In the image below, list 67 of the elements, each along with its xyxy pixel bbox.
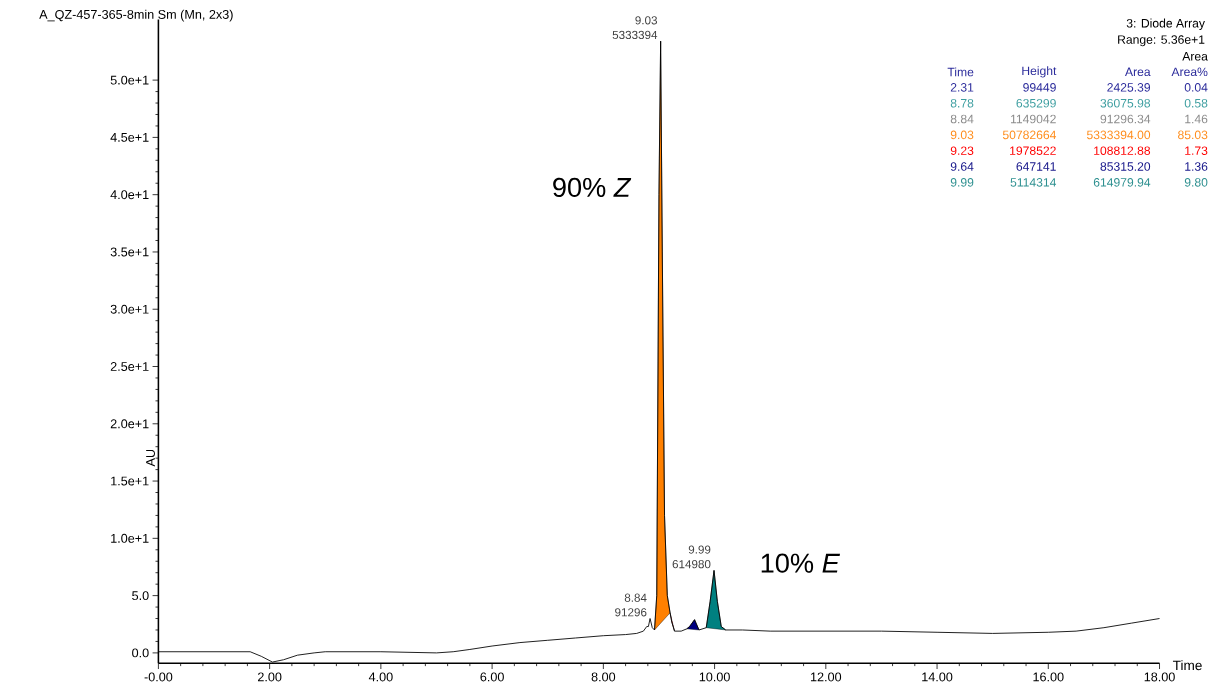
annotation: 1149042: [1010, 114, 1056, 124]
annotation: Area: [1124, 67, 1151, 76]
x-tick-label: 4.00: [368, 672, 393, 682]
annotation: 9.03: [635, 16, 658, 25]
annotation: Time: [947, 67, 974, 77]
annotation: 1978522: [1010, 146, 1056, 155]
annotation: 635299: [1016, 98, 1056, 108]
annotation: Height: [1022, 65, 1057, 78]
y-tick-label: 1.5e+1: [111, 476, 149, 486]
y-tick-label: 4.5e+1: [110, 132, 149, 142]
annotation: 9.99: [950, 177, 974, 187]
x-tick-label: 12.00: [810, 672, 842, 682]
annotation: 9.23: [950, 146, 974, 155]
annotation: Range: 5.36e+1: [1118, 35, 1205, 47]
y-axis-title: AU: [146, 449, 155, 467]
annotation: 8.84: [624, 593, 647, 602]
x-tick-label: 2.00: [257, 672, 282, 682]
chart-title: A_QZ-457-365-8min Sm (Mn, 2x3): [39, 9, 233, 22]
annotation: 91296.34: [1100, 114, 1151, 124]
annotation: 90% Z: [553, 177, 632, 197]
y-tick-label: 5.0: [132, 590, 149, 600]
text: Area%: [1171, 67, 1208, 76]
text: 1.46: [1185, 114, 1208, 124]
annotation: 5333394: [612, 30, 658, 39]
annotation: 2.31: [950, 82, 974, 92]
x-tick-label: 10.00: [699, 672, 730, 682]
annotation: 10% E: [761, 553, 841, 573]
text: 85.03: [1178, 130, 1208, 139]
annotation: 3: Diode Array: [1126, 18, 1205, 30]
y-tick-label: 2.0e+1: [110, 419, 149, 429]
x-tick-label: 18.00: [1144, 672, 1175, 682]
text: Area: [1182, 51, 1208, 61]
annotation: 5114314: [1010, 177, 1057, 187]
x-tick-label: 16.00: [1033, 672, 1064, 682]
text: 1.36: [1185, 162, 1208, 171]
y-tick-label: 3.5e+1: [110, 247, 149, 257]
annotation: 647141: [1016, 162, 1056, 171]
x-axis-title: Time: [1172, 659, 1202, 670]
annotation: 2425.39: [1107, 82, 1151, 92]
text: 0.04: [1184, 82, 1208, 92]
x-tick-label: 6.00: [480, 672, 504, 682]
x-tick-label: -0.00: [144, 672, 173, 682]
text: 1.73: [1185, 146, 1208, 155]
y-tick-label: 4.0e+1: [110, 190, 149, 199]
x-tick-label: 8.00: [591, 672, 616, 682]
annotation: 614980: [672, 559, 711, 569]
annotation: 9.03: [950, 130, 974, 139]
annotation: 8.78: [950, 98, 974, 108]
y-tick-label: 2.5e+1: [110, 361, 149, 371]
annotation: 9.64: [950, 162, 974, 171]
annotation: 108812.88: [1094, 146, 1151, 155]
annotation: 8.84: [950, 114, 974, 124]
text: 9.80: [1184, 177, 1208, 187]
annotation: 99449: [1023, 82, 1056, 92]
annotation: 36075.98: [1100, 98, 1151, 108]
annotation: 614979.94: [1093, 177, 1151, 187]
annotation: 5333394.00: [1086, 130, 1151, 139]
y-tick-label: 5.0e+1: [110, 75, 149, 85]
y-tick-label: 3.0e+1: [110, 304, 149, 314]
annotation: 9.99: [688, 545, 711, 554]
y-tick-label: 1.0e+1: [111, 533, 149, 543]
annotation: 91296: [615, 607, 647, 617]
annotation: 85315.20: [1100, 162, 1151, 171]
x-tick-label: 14.00: [922, 672, 953, 682]
y-tick-label: 0.0: [132, 648, 149, 658]
text: 0.58: [1184, 98, 1208, 108]
annotation: 50782664: [1002, 130, 1057, 139]
